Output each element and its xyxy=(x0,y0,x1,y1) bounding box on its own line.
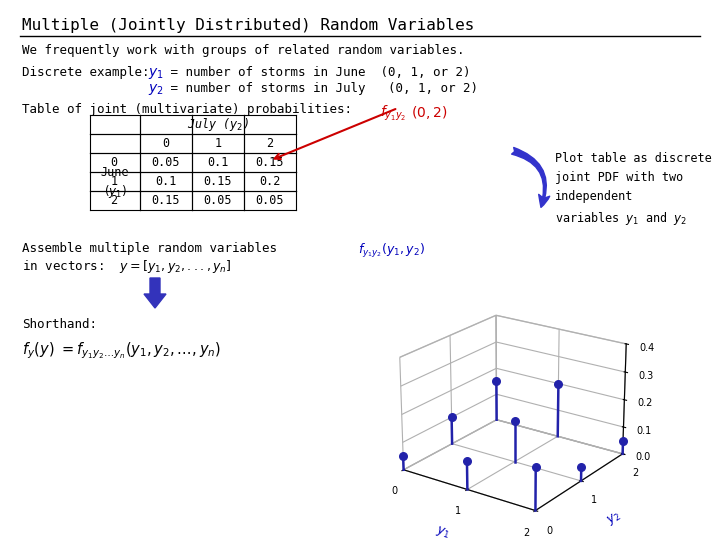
Text: $f_y(y)\ =f_{y_1 y_2\ldots y_n}(y_1, y_2, \ldots, y_n)$: $f_y(y)\ =f_{y_1 y_2\ldots y_n}(y_1, y_2… xyxy=(22,340,221,361)
Text: 0.15: 0.15 xyxy=(152,194,180,207)
Text: = number of storms in June  (0, 1, or 2): = number of storms in June (0, 1, or 2) xyxy=(163,66,470,79)
Text: June: June xyxy=(101,165,130,179)
Text: = number of storms in July   (0, 1, or 2): = number of storms in July (0, 1, or 2) xyxy=(163,82,478,95)
Text: 0: 0 xyxy=(110,156,117,169)
X-axis label: $y_1$: $y_1$ xyxy=(434,523,452,540)
Text: $( 0, 2 )$: $( 0, 2 )$ xyxy=(411,104,447,121)
FancyArrow shape xyxy=(144,278,166,308)
Text: $f_{y_1 y_2}(y_1, y_2)$: $f_{y_1 y_2}(y_1, y_2)$ xyxy=(358,242,425,260)
Text: $y_1$: $y_1$ xyxy=(148,66,164,81)
Text: 0.1: 0.1 xyxy=(156,175,176,188)
Text: $y_2$: $y_2$ xyxy=(148,82,163,97)
Text: We frequently work with groups of related random variables.: We frequently work with groups of relate… xyxy=(22,44,464,57)
Text: Multiple (Jointly Distributed) Random Variables: Multiple (Jointly Distributed) Random Va… xyxy=(22,18,474,33)
Text: 0.05: 0.05 xyxy=(204,194,233,207)
Text: 2: 2 xyxy=(266,137,274,150)
Text: in vectors:  $y = [y_1, y_2, ...,  y_n]$: in vectors: $y = [y_1, y_2, ..., y_n]$ xyxy=(22,258,232,275)
Text: $f_{y_1 y_2}$: $f_{y_1 y_2}$ xyxy=(380,104,407,123)
Text: 0.05: 0.05 xyxy=(256,194,284,207)
Text: 0.15: 0.15 xyxy=(256,156,284,169)
Text: 0.05: 0.05 xyxy=(152,156,180,169)
Text: Shorthand:: Shorthand: xyxy=(22,318,97,331)
Text: Assemble multiple random variables: Assemble multiple random variables xyxy=(22,242,277,255)
Text: July ($y_2$): July ($y_2$) xyxy=(187,116,249,133)
Text: Discrete example:: Discrete example: xyxy=(22,66,164,79)
Text: 1: 1 xyxy=(110,175,117,188)
Y-axis label: $y_2$: $y_2$ xyxy=(605,509,624,528)
Text: $(y_1)$: $(y_1)$ xyxy=(104,183,127,199)
Text: Table of joint (multivariate) probabilities:: Table of joint (multivariate) probabilit… xyxy=(22,103,352,116)
Text: 0: 0 xyxy=(163,137,170,150)
FancyArrowPatch shape xyxy=(512,147,549,207)
Text: 2: 2 xyxy=(110,194,117,207)
Text: 0.15: 0.15 xyxy=(204,175,233,188)
Text: Plot table as discrete
joint PDF with two
independent
variables $y_1$ and $y_2$: Plot table as discrete joint PDF with tw… xyxy=(555,152,712,227)
Text: 1: 1 xyxy=(215,137,222,150)
Text: 0.2: 0.2 xyxy=(259,175,281,188)
Text: 0.1: 0.1 xyxy=(207,156,229,169)
